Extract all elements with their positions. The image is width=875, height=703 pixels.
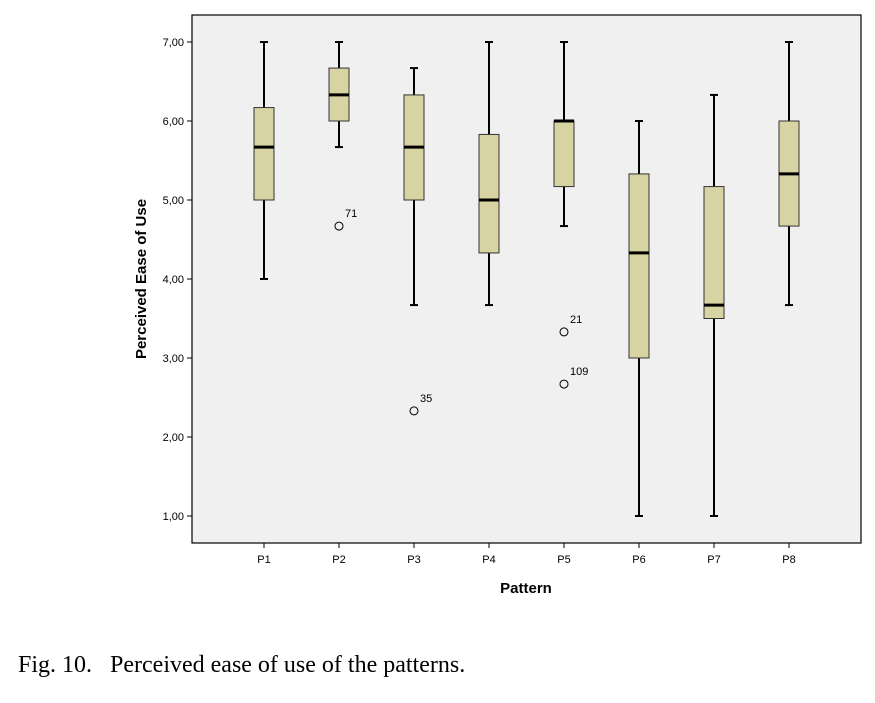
iqr-box [703, 186, 725, 319]
x-tick-label: P2 [332, 554, 345, 566]
x-axis: P1 P2 P3 P4 P5 P6 P7 P8 [257, 543, 796, 566]
y-tick-label: 2,00 [163, 432, 184, 444]
outlier-label: 109 [570, 366, 588, 378]
outlier-point [559, 379, 569, 389]
y-tick-label: 4,00 [163, 274, 184, 286]
y-axis: 1,00 2,00 3,00 4,00 5,00 6,00 7,00 [163, 37, 192, 523]
caption-spacer [92, 652, 110, 678]
y-tick-label: 5,00 [163, 195, 184, 207]
iqr-box [253, 107, 275, 201]
outlier-label: 35 [420, 393, 432, 405]
outlier-point [334, 221, 344, 231]
box-p3 [403, 67, 425, 307]
caption-label: Fig. 10. [18, 652, 93, 678]
box-plot-chart: 1,002,003,004,005,006,007,00 P1 P2 P3 P4 P5 P… [133, 14, 862, 597]
x-tick-label: P4 [482, 554, 495, 566]
x-tick-label: P1 [257, 554, 270, 566]
iqr-box [478, 133, 500, 254]
box-p4 [478, 41, 500, 307]
outlier-point [409, 406, 419, 416]
y-axis-title: Perceived Ease of Use [133, 199, 150, 359]
y-tick-label: 1,00 [163, 511, 184, 523]
boxes-group [253, 41, 800, 517]
box-p5 [553, 41, 575, 228]
x-tick-label: P3 [407, 554, 420, 566]
outlier-label: 71 [345, 208, 357, 220]
x-tick-label: P7 [707, 554, 720, 566]
x-tick-label: P8 [782, 554, 795, 566]
x-tick-label: P6 [632, 554, 645, 566]
iqr-box [628, 173, 650, 359]
y-tick-label: 3,00 [163, 353, 184, 365]
iqr-box [553, 120, 575, 188]
x-axis-title: Pattern [500, 580, 552, 597]
box-p1 [253, 41, 275, 280]
figure-caption: Fig. 10. Perceived ease of use of the pa… [18, 652, 465, 679]
outlier-label: 21 [570, 314, 582, 326]
box-p8 [778, 41, 800, 307]
caption-text: Perceived ease of use of the patterns. [110, 652, 466, 678]
box-p6 [628, 120, 650, 517]
outliers-group: 71 35 21 109 [334, 208, 588, 416]
box-p7 [703, 93, 725, 517]
y-tick-label: 6,00 [163, 116, 184, 128]
x-tick-label: P5 [557, 554, 570, 566]
box-p2 [328, 41, 350, 149]
outlier-point [559, 327, 569, 337]
y-tick-label: 7,00 [163, 37, 184, 49]
plot-area [191, 14, 862, 544]
